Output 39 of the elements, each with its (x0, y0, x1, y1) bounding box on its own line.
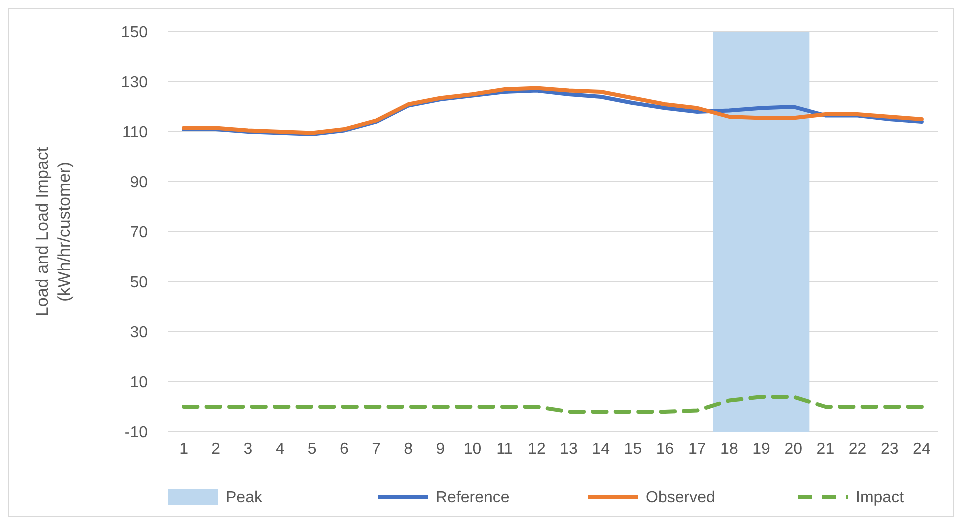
y-tick-label: 110 (122, 124, 148, 142)
x-tick-label: 6 (340, 441, 350, 458)
x-tick-label: 18 (720, 441, 738, 458)
x-tick-label: 4 (276, 441, 285, 458)
y-axis-title: Load and Load Impact (kWh/hr/customer) (33, 147, 74, 317)
legend-label: Observed (646, 490, 716, 507)
y-tick-label: -10 (124, 424, 148, 442)
y-tick-label: 10 (130, 374, 148, 392)
x-tick-label: 8 (404, 441, 414, 458)
x-tick-label: 5 (308, 441, 317, 458)
x-tick-label: 16 (656, 441, 674, 458)
y-tick-label: 70 (130, 224, 148, 242)
x-tick-label: 22 (848, 441, 867, 458)
x-tick-label: 19 (752, 441, 771, 458)
x-tick-label: 2 (212, 441, 221, 458)
x-tick-label: 11 (496, 441, 514, 458)
x-tick-label: 14 (592, 441, 610, 458)
x-tick-label: 13 (560, 441, 578, 458)
x-tick-label: 17 (688, 441, 706, 458)
x-tick-label: 1 (180, 441, 189, 458)
y-tick-label: 150 (121, 24, 148, 42)
legend-label: Impact (856, 490, 905, 507)
x-tick-label: 24 (913, 441, 931, 458)
y-tick-label: 30 (130, 324, 148, 342)
x-tick-label: 3 (244, 441, 253, 458)
x-tick-label: 15 (624, 441, 642, 458)
legend-label: Peak (226, 490, 264, 507)
x-tick-label: 7 (372, 441, 382, 458)
x-tick-label: 9 (436, 441, 446, 458)
x-tick-label: 12 (528, 441, 546, 458)
x-tick-label: 21 (816, 441, 835, 458)
y-tick-label: 130 (121, 74, 148, 92)
legend-label: Reference (436, 490, 510, 507)
y-tick-label: 50 (130, 274, 148, 292)
y-tick-label: 90 (130, 174, 148, 192)
line-series (182, 395, 924, 414)
x-tick-label: 10 (464, 441, 482, 458)
x-tick-label: 23 (880, 441, 899, 458)
x-tick-label: 20 (784, 441, 803, 458)
